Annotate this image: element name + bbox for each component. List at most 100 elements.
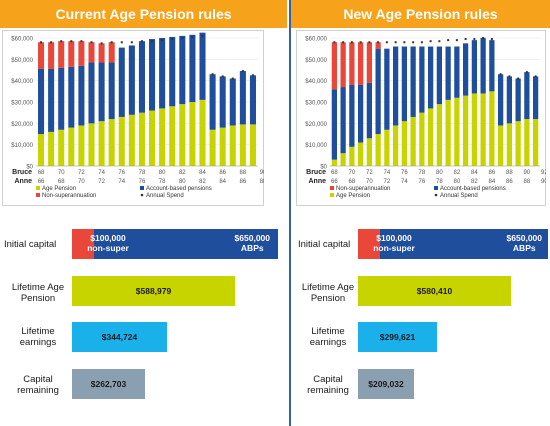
- chart-frame-current: [2, 30, 264, 206]
- x-tick-label: 80: [436, 170, 443, 176]
- stacked-bar-chart-current: $0 $10,000 $20,000 $30,000 $40,000 $50,000 $60…: [11, 32, 264, 199]
- x-tick-label: 82: [454, 170, 461, 176]
- x-tick-label: 82: [471, 179, 478, 185]
- x-tick-label: 72: [384, 179, 391, 185]
- lifetime-pension-label-new-line2: Pension: [310, 293, 346, 304]
- bar-segment: [219, 127, 226, 166]
- y-tick-label: $40,000: [11, 79, 33, 85]
- legend-label: Annual Spend: [146, 193, 184, 199]
- annual-spend-point: [231, 77, 234, 80]
- x-tick-label: 70: [78, 179, 85, 185]
- capital-remaining-label-new-line2: remaining: [307, 385, 349, 396]
- bar-segment: [199, 99, 206, 166]
- bar-segment: [149, 110, 156, 166]
- annual-spend-point: [70, 40, 73, 43]
- capital-remaining-value: $262,703: [90, 379, 127, 389]
- bar-segment: [410, 46, 416, 117]
- annual-spend-point: [110, 41, 113, 44]
- x-tick-label: 88: [240, 170, 247, 176]
- x-tick-label: 74: [384, 170, 391, 176]
- x-tick-label: 80: [454, 179, 461, 185]
- chart-frame-new: [296, 30, 546, 206]
- lifetime-pension-label: Lifetime Age Pension: [2, 282, 74, 304]
- bar-segment: [331, 89, 337, 160]
- legend-swatch: [36, 186, 40, 190]
- annual-spend-point: [333, 41, 336, 44]
- annual-spend-point: [359, 41, 362, 44]
- bar-segment: [515, 121, 521, 166]
- annual-spend-point: [377, 41, 380, 44]
- annual-spend-point: [171, 38, 174, 41]
- initial-capital-bar-new: $100,000 non-super $650,000 ABPs: [358, 229, 548, 259]
- non-super-text: non-super: [87, 243, 129, 253]
- bar-segment: [410, 116, 416, 166]
- lifetime-pension-value: $588,979: [135, 286, 172, 296]
- bar-segment: [419, 112, 425, 166]
- lifetime-earnings-value: $344,724: [101, 332, 138, 342]
- abp-segment-new: [380, 229, 548, 259]
- bar-segment: [118, 47, 125, 117]
- bar-segment: [533, 76, 539, 120]
- x-tick-label: 82: [199, 179, 206, 185]
- bar-segment: [419, 46, 425, 113]
- x-tick-label: 72: [366, 170, 373, 176]
- bar-segment: [401, 46, 407, 122]
- annual-spend-point: [447, 39, 450, 42]
- non-super-amount-new: $100,000: [376, 233, 412, 243]
- lifetime-earnings-label-line1: Lifetime: [21, 326, 55, 337]
- bar-segment: [428, 46, 434, 109]
- bar-segment: [515, 78, 521, 122]
- annual-spend-point: [438, 40, 441, 43]
- bar-segment: [118, 116, 125, 166]
- bar-segment: [393, 46, 399, 126]
- bar-segment: [349, 84, 355, 147]
- bar-segment: [375, 48, 381, 134]
- bar-segment: [169, 36, 176, 107]
- annual-spend-point: [350, 41, 353, 44]
- annual-spend-point: [464, 38, 467, 41]
- x-tick-label: 80: [159, 170, 166, 176]
- bar-segment: [219, 76, 226, 128]
- bar-segment: [209, 74, 216, 130]
- annual-spend-point: [80, 40, 83, 43]
- annual-spend-point: [40, 41, 43, 44]
- legend-label: Age Pension: [336, 193, 370, 199]
- bar-segment: [393, 125, 399, 166]
- y-tick-label: $60,000: [305, 37, 327, 43]
- x-tick-label: 72: [98, 179, 105, 185]
- lifetime-earnings-label: Lifetime earnings: [6, 326, 70, 348]
- x-tick-label: 88: [260, 179, 264, 185]
- x-tick-label: 90: [260, 170, 264, 176]
- x-tick-label: 72: [78, 170, 85, 176]
- annual-spend-point: [130, 41, 133, 44]
- annual-spend-point: [241, 70, 244, 73]
- x-tick-label: 84: [199, 170, 206, 176]
- x-tick-label: 92: [541, 170, 546, 176]
- x-tick-label: 80: [179, 179, 186, 185]
- y-tick-label: $0: [26, 165, 33, 171]
- bar-segment: [128, 114, 135, 166]
- bar-segment: [179, 104, 186, 166]
- bar-segment: [249, 124, 256, 166]
- bar-segment: [349, 146, 355, 166]
- x-tick-label: 84: [219, 179, 226, 185]
- lifetime-earnings-bar-new: $299,621: [358, 322, 437, 352]
- lifetime-earnings-value-new: $299,621: [379, 332, 416, 342]
- stacked-bar-chart-new: $0 $10,000 $20,000 $30,000 $40,000 $50,000 $60…: [305, 37, 546, 200]
- annual-spend-point: [211, 73, 214, 76]
- bar-segment: [38, 68, 45, 134]
- initial-capital-bar-current: $100,000 non-super $650,000 ABPs: [72, 229, 278, 259]
- bar-segment: [436, 46, 442, 105]
- annual-spend-point: [60, 40, 63, 43]
- bar-segment: [38, 42, 45, 69]
- annual-spend-point: [482, 37, 485, 39]
- x-tick-label: 86: [489, 170, 496, 176]
- legend-label: Non-superannuation: [42, 193, 96, 199]
- x-tick-label: 78: [139, 170, 146, 176]
- bar-segment: [48, 42, 55, 69]
- legend-label: Account-based pensions: [440, 186, 506, 192]
- y-tick-label: $30,000: [11, 101, 33, 107]
- x-tick-label: 66: [38, 179, 45, 185]
- bar-segment: [249, 75, 256, 125]
- annual-spend-point: [140, 40, 143, 43]
